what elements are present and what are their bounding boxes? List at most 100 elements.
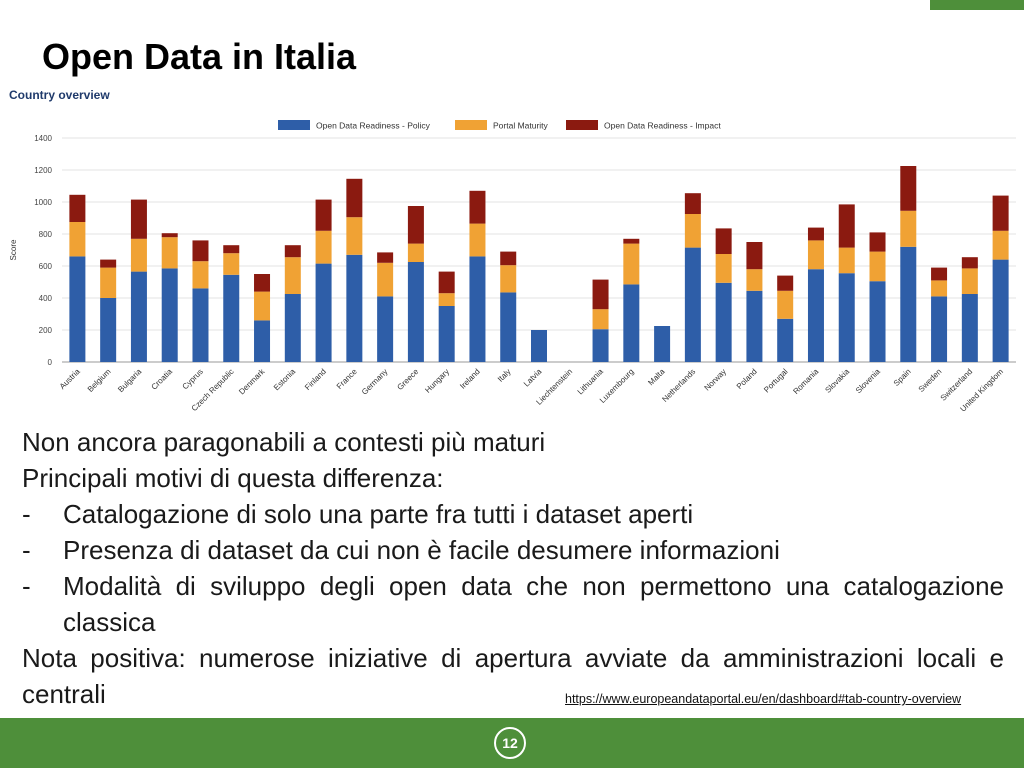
x-tick-label: Italy <box>496 367 513 384</box>
x-tick-label: Hungary <box>423 367 451 395</box>
x-tick-label: Bulgaria <box>116 367 144 395</box>
bullet-marker: - <box>22 535 31 565</box>
bar-segment <box>223 274 240 362</box>
closing-line: Nota positiva: numerose iniziative di ap… <box>22 643 1004 709</box>
bullet-text: Catalogazione di solo una parte fra tutt… <box>63 499 694 529</box>
x-tick-label: Cyprus <box>181 367 205 391</box>
bar-segment <box>100 267 117 298</box>
bar-segment <box>592 329 609 362</box>
bar-segment <box>284 257 301 294</box>
bar-segment <box>284 294 301 362</box>
bar-segment <box>684 247 701 362</box>
x-tick-label: Ireland <box>458 367 482 391</box>
bar-segment <box>438 271 455 294</box>
x-tick-label: Romania <box>791 367 820 396</box>
bar-segment <box>192 261 209 289</box>
bar-segment <box>992 195 1009 231</box>
bar-segment <box>407 262 424 362</box>
bar-segment <box>592 279 609 310</box>
bar-segment <box>130 199 147 239</box>
bar-segment <box>961 294 978 362</box>
legend-label: Open Data Readiness - Policy <box>316 121 431 131</box>
x-tick-label: Portugal <box>762 367 790 395</box>
bar-segment <box>992 230 1009 260</box>
bar-segment <box>469 190 486 224</box>
bullet-marker: - <box>22 571 31 601</box>
bar-segment <box>315 263 332 362</box>
bar-segment <box>961 257 978 269</box>
bar-segment <box>961 268 978 294</box>
slide-title: Open Data in Italia <box>42 36 357 77</box>
bar-segment <box>869 281 886 362</box>
bar-segment <box>346 254 363 362</box>
bar-segment <box>100 259 117 268</box>
bar-segment <box>69 256 86 362</box>
bar-segment <box>161 233 178 238</box>
y-axis-label: Score <box>9 239 18 260</box>
bullet-item: - Presenza di dataset da cui non è facil… <box>22 532 1004 568</box>
bar-segment <box>992 259 1009 362</box>
bar-segment <box>223 245 240 254</box>
bullet-item: - Modalità di sviluppo degli open data c… <box>22 568 1004 640</box>
y-tick-label: 600 <box>39 262 53 271</box>
x-tick-label: Finland <box>303 367 328 392</box>
bar-segment <box>900 166 917 211</box>
x-tick-label: Denmark <box>237 366 267 396</box>
x-tick-label: Malta <box>646 367 667 388</box>
bar-segment <box>346 178 363 218</box>
bar-segment <box>161 268 178 362</box>
bar-segment <box>807 227 824 241</box>
y-tick-label: 0 <box>48 358 53 367</box>
x-tick-label: Poland <box>735 367 759 391</box>
bar-segment <box>69 222 86 257</box>
bullet-text: Presenza di dataset da cui non è facile … <box>63 535 780 565</box>
bar-segment <box>684 193 701 214</box>
bar-segment <box>931 280 948 297</box>
bar-segment <box>130 271 147 362</box>
bar-segment <box>654 326 671 362</box>
bar-segment <box>100 298 117 362</box>
bar-segment <box>161 237 178 269</box>
bar-segment <box>869 232 886 252</box>
x-tick-label: Slovenia <box>854 367 882 395</box>
legend-swatch <box>455 120 487 130</box>
bar-segment <box>869 251 886 282</box>
y-tick-label: 1000 <box>34 198 52 207</box>
top-accent-bar <box>930 0 1024 10</box>
bar-segment <box>254 274 271 292</box>
chart-header: Country overview <box>9 88 110 102</box>
bar-segment <box>777 290 794 319</box>
bar-segment <box>407 206 424 244</box>
x-tick-label: Slovakia <box>823 367 851 395</box>
x-tick-label: Spain <box>892 367 913 388</box>
legend-swatch <box>566 120 598 130</box>
bar-segment <box>130 238 147 272</box>
x-tick-label: Germany <box>360 367 390 397</box>
bar-segment <box>254 320 271 362</box>
bullet-marker: - <box>22 499 31 529</box>
bar-segment <box>469 223 486 257</box>
bar-segment <box>531 330 547 362</box>
bar-segment <box>900 246 917 362</box>
bar-segment <box>377 262 394 297</box>
bar-segment <box>192 240 209 262</box>
bar-segment <box>900 210 917 247</box>
page-number-badge: 12 <box>494 727 526 759</box>
bar-segment <box>623 238 640 244</box>
body-line: Non ancora paragonabili a contesti più m… <box>22 427 546 457</box>
y-tick-label: 800 <box>39 230 53 239</box>
bar-segment <box>223 253 240 275</box>
x-tick-label: Sweden <box>917 367 944 394</box>
bar-segment <box>715 228 732 254</box>
bar-segment <box>715 254 732 283</box>
stacked-bar-chart: 0 200 400 600 800 1000 1200 1400 Score Austria Bel… <box>9 120 1016 414</box>
bar-segment <box>500 292 517 362</box>
bar-segment <box>931 267 948 281</box>
bar-segment <box>377 296 394 362</box>
bar-segment <box>746 269 763 291</box>
y-tick-label: 400 <box>39 294 53 303</box>
x-tick-label: Belgium <box>86 367 113 394</box>
bar-segment <box>315 199 332 231</box>
source-link[interactable]: https://www.europeandataportal.eu/en/das… <box>565 692 962 706</box>
x-tick-label: France <box>335 367 359 391</box>
